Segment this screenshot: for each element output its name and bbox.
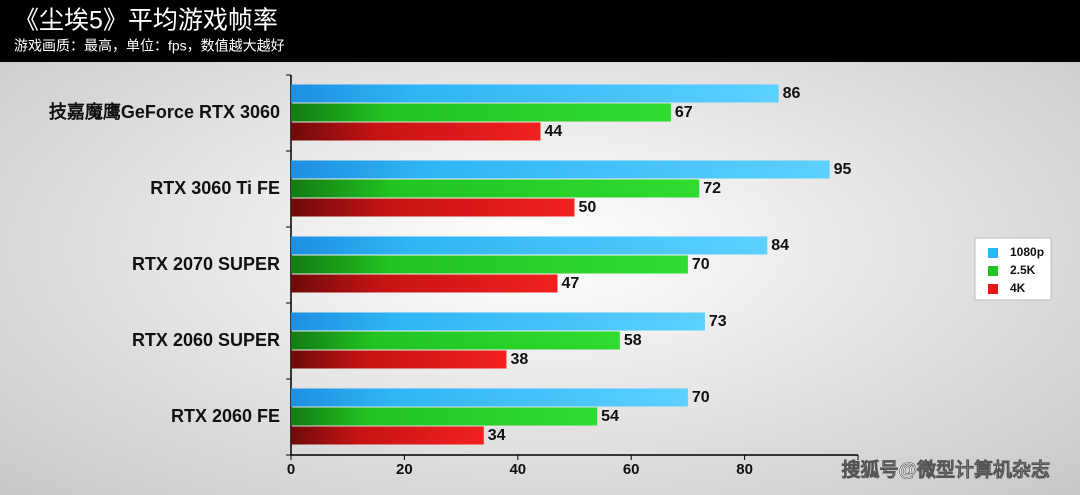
bar [291,274,558,293]
chart-subtitle: 游戏画质：最高，单位：fps，数值越大越好 [14,38,285,54]
bar [291,179,700,198]
bar [291,407,598,426]
bar [291,122,541,141]
legend-swatch [988,284,998,294]
x-tick-label: 60 [623,461,640,478]
bar [291,84,779,103]
value-label: 44 [544,123,562,140]
value-label: 67 [675,104,693,121]
x-tick-label: 20 [396,461,413,478]
legend-box [974,237,1052,301]
legend-label: 4K [1010,281,1026,295]
bar [291,312,705,331]
value-label: 58 [624,332,642,349]
bar [291,198,575,217]
bar [291,426,484,445]
bar [291,236,768,255]
chart-title: 《尘埃5》平均游戏帧率 [14,7,278,35]
y-tick-label: RTX 3060 Ti FE [150,178,280,198]
legend-label: 2.5K [1010,263,1036,277]
legend-label: 1080p [1010,245,1044,259]
value-label: 86 [783,85,801,102]
bar [291,255,688,274]
value-label: 95 [834,161,852,178]
bar [291,103,671,122]
x-tick-label: 0 [287,461,295,478]
bar [291,331,620,350]
value-label: 73 [709,313,727,330]
header [0,0,1080,62]
value-label: 54 [601,408,619,425]
x-tick-label: 40 [509,461,526,478]
y-tick-label: RTX 2070 SUPER [132,254,280,274]
y-tick-label: RTX 2060 FE [171,406,280,426]
value-label: 38 [510,351,528,368]
legend-swatch [988,266,998,276]
bar [291,350,507,369]
value-label: 47 [561,275,579,292]
bar [291,388,688,407]
x-tick-label: 80 [736,461,753,478]
y-tick-label: 技嘉魔鹰GeForce RTX 3060 [49,101,280,122]
value-label: 72 [703,180,721,197]
legend-swatch [988,248,998,258]
value-label: 34 [488,427,506,444]
value-label: 50 [579,199,597,216]
watermark: 搜狐号@微型计算机杂志 [841,458,1050,481]
y-tick-label: RTX 2060 SUPER [132,330,280,350]
value-label: 70 [692,389,710,406]
value-label: 84 [771,237,789,254]
value-label: 70 [692,256,710,273]
bar [291,160,830,179]
